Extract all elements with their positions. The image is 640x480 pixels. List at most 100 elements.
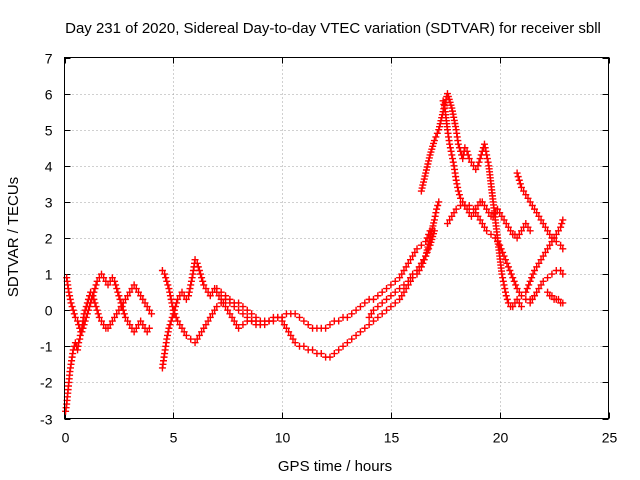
y-tick-label: 5 bbox=[45, 123, 53, 139]
data-point bbox=[531, 205, 539, 213]
data-point bbox=[374, 303, 382, 311]
data-point bbox=[70, 310, 78, 318]
data-point bbox=[167, 317, 175, 325]
data-point bbox=[352, 306, 360, 314]
data-point bbox=[282, 324, 290, 332]
data-point bbox=[404, 259, 412, 267]
data-point bbox=[413, 245, 421, 253]
data-point bbox=[509, 303, 517, 311]
data-point bbox=[126, 288, 134, 296]
data-point bbox=[174, 317, 182, 325]
data-point bbox=[440, 100, 448, 108]
data-point bbox=[289, 335, 297, 343]
data-point bbox=[548, 292, 556, 300]
data-point bbox=[504, 299, 512, 307]
data-point bbox=[524, 223, 532, 231]
data-point bbox=[452, 205, 460, 213]
data-point bbox=[504, 263, 512, 271]
data-point bbox=[124, 317, 132, 325]
data-point bbox=[215, 292, 223, 300]
data-point bbox=[167, 295, 175, 303]
data-point bbox=[343, 313, 351, 321]
data-point bbox=[90, 288, 98, 296]
data-point bbox=[496, 209, 504, 217]
data-point bbox=[525, 281, 533, 289]
data-point bbox=[164, 281, 172, 289]
data-point bbox=[291, 310, 299, 318]
data-point bbox=[113, 285, 121, 293]
data-point bbox=[148, 310, 156, 318]
data-point bbox=[188, 274, 196, 282]
series-trace-l bbox=[526, 266, 567, 307]
data-point bbox=[496, 241, 504, 249]
x-tick-label: 5 bbox=[170, 430, 178, 446]
data-point bbox=[132, 324, 140, 332]
data-point bbox=[348, 335, 356, 343]
data-point bbox=[193, 259, 201, 267]
data-point bbox=[185, 288, 193, 296]
data-point bbox=[348, 310, 356, 318]
data-point bbox=[552, 230, 560, 238]
data-point bbox=[448, 212, 456, 220]
data-point bbox=[524, 194, 532, 202]
data-point bbox=[137, 317, 145, 325]
x-tick-label: 0 bbox=[62, 430, 70, 446]
data-point bbox=[79, 324, 87, 332]
data-point bbox=[139, 321, 147, 329]
data-point bbox=[409, 270, 417, 278]
data-point bbox=[404, 277, 412, 285]
data-point bbox=[512, 281, 520, 289]
data-point bbox=[400, 288, 408, 296]
data-point bbox=[459, 198, 467, 206]
data-point bbox=[448, 151, 456, 159]
data-point bbox=[554, 227, 562, 235]
data-point bbox=[430, 216, 438, 224]
data-point bbox=[387, 292, 395, 300]
data-point bbox=[206, 292, 214, 300]
data-point bbox=[463, 147, 471, 155]
data-point bbox=[166, 292, 174, 300]
data-point bbox=[396, 274, 404, 282]
data-point bbox=[66, 292, 74, 300]
data-point bbox=[86, 303, 94, 311]
data-point bbox=[500, 281, 508, 289]
data-point bbox=[513, 285, 521, 293]
data-point bbox=[369, 306, 377, 314]
data-point bbox=[457, 194, 465, 202]
data-point bbox=[161, 270, 169, 278]
data-point bbox=[537, 281, 545, 289]
data-point bbox=[472, 209, 480, 217]
data-point bbox=[356, 328, 364, 336]
data-point bbox=[522, 288, 530, 296]
data-point bbox=[546, 230, 554, 238]
data-point bbox=[483, 227, 491, 235]
data-point bbox=[226, 310, 234, 318]
data-point bbox=[117, 299, 125, 307]
data-point bbox=[513, 295, 521, 303]
data-point bbox=[239, 303, 247, 311]
data-point bbox=[191, 256, 199, 264]
data-point bbox=[213, 303, 221, 311]
data-point bbox=[97, 317, 105, 325]
data-point bbox=[111, 277, 119, 285]
series-trace-b bbox=[63, 270, 153, 336]
data-point bbox=[374, 292, 382, 300]
data-point bbox=[94, 310, 102, 318]
data-point bbox=[449, 158, 457, 166]
data-point bbox=[522, 220, 530, 228]
data-point bbox=[391, 299, 399, 307]
series-trace-m bbox=[544, 288, 567, 307]
data-point bbox=[474, 202, 482, 210]
data-point bbox=[369, 317, 377, 325]
data-point bbox=[178, 288, 186, 296]
data-point bbox=[118, 303, 126, 311]
data-point bbox=[182, 295, 190, 303]
data-point bbox=[506, 266, 514, 274]
data-point bbox=[515, 230, 523, 238]
data-point bbox=[356, 303, 364, 311]
data-point bbox=[97, 270, 105, 278]
data-point bbox=[172, 313, 180, 321]
data-point bbox=[285, 328, 293, 336]
data-point bbox=[93, 306, 101, 314]
